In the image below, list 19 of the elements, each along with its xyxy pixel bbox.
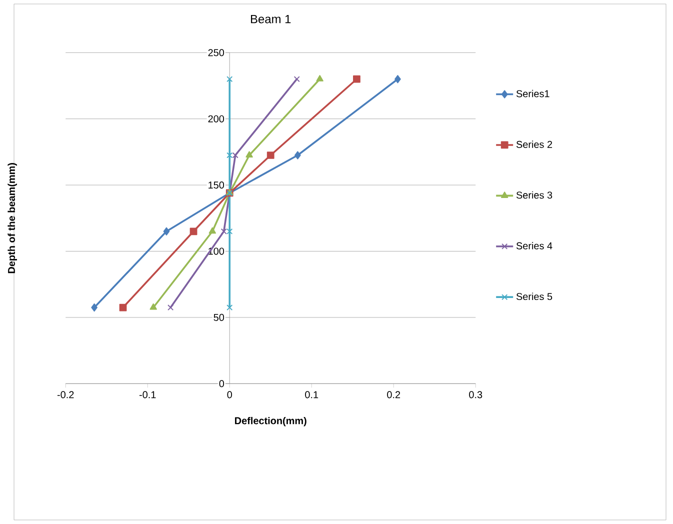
y-tick-label: 0 (219, 380, 224, 388)
x-tick-label: 0.2 (387, 391, 400, 398)
x-tick-label: 0.3 (469, 391, 482, 398)
x-tick-label: -0.2 (57, 391, 74, 398)
legend-label: Series 4 (516, 242, 552, 250)
y-tick-label: 150 (208, 182, 224, 189)
legend-label: Series 5 (516, 292, 552, 300)
legend-label: Series 2 (516, 140, 552, 148)
x-tick-label: 0 (227, 391, 232, 398)
y-axis-title: Depth of the beam(mm) (8, 163, 17, 274)
x-tick-label: 0.1 (305, 391, 318, 398)
x-axis-title: Deflection(mm) (235, 416, 306, 426)
chart-title: Beam 1 (250, 14, 291, 24)
legend-label: Series1 (516, 90, 550, 98)
y-tick-label: 250 (208, 49, 224, 56)
x-tick-label: -0.1 (139, 391, 156, 398)
y-tick-label: 200 (208, 115, 224, 122)
legend-label: Series 3 (516, 191, 552, 199)
y-tick-label: 50 (214, 314, 224, 321)
